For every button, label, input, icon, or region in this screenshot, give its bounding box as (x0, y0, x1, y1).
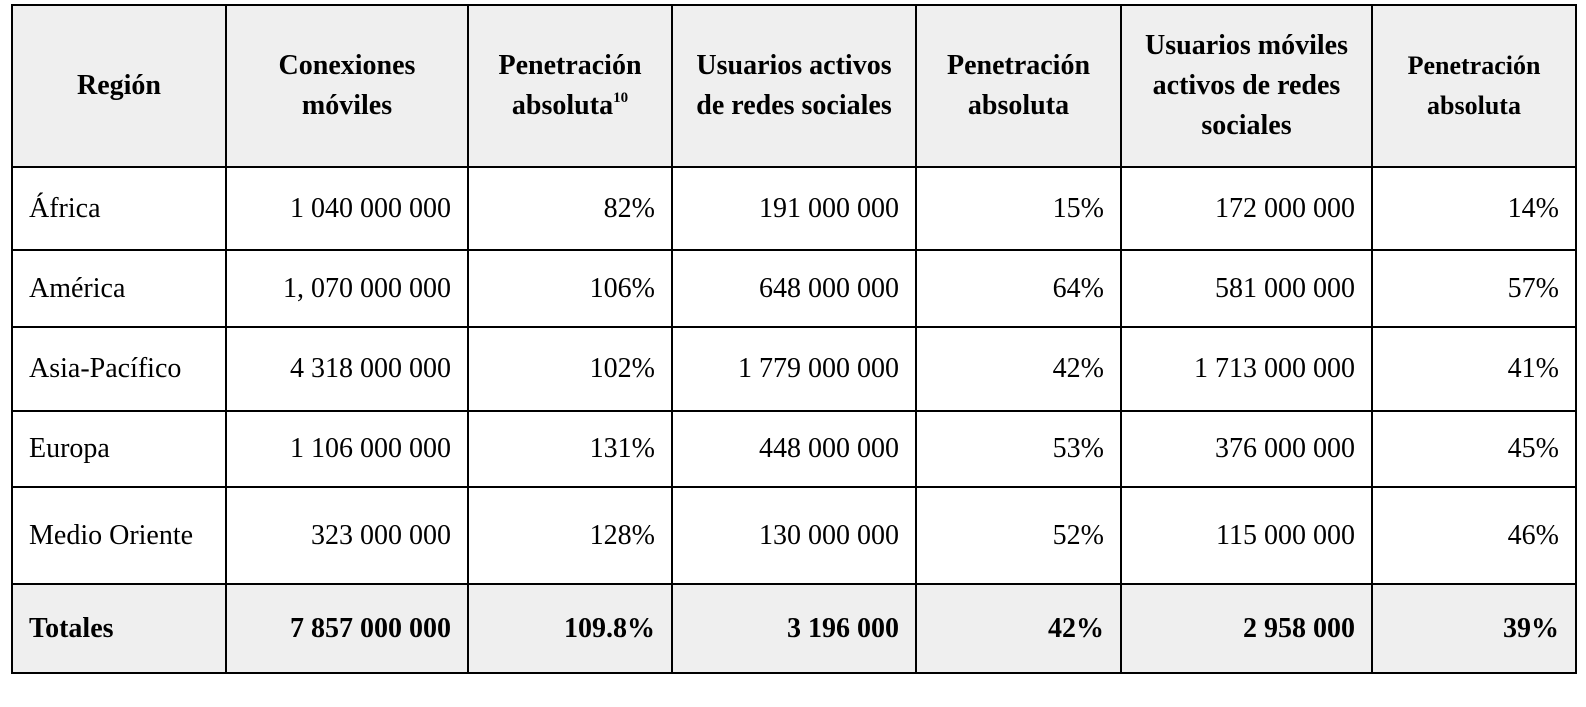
table-row: América 1, 070 000 000 106% 648 000 000 … (11, 249, 1577, 328)
cell-usuarios-redes: 448 000 000 (671, 410, 917, 488)
cell-totals-penetracion-2: 42% (915, 583, 1122, 674)
cell-totals-label: Totales (11, 583, 227, 674)
cell-totals-usuarios-redes: 3 196 000 (671, 583, 917, 674)
table-row: Medio Oriente 323 000 000 128% 130 000 0… (11, 486, 1577, 585)
table-row: África 1 040 000 000 82% 191 000 000 15%… (11, 166, 1577, 251)
cell-penetracion-2: 15% (915, 166, 1122, 251)
cell-usuarios-redes: 130 000 000 (671, 486, 917, 585)
cell-conexiones: 1, 070 000 000 (225, 249, 469, 328)
header-penetracion-2: Penetración absoluta (915, 4, 1122, 168)
cell-penetracion-3: 46% (1371, 486, 1577, 585)
header-penetracion-3: Penetración absoluta (1371, 4, 1577, 168)
cell-penetracion-2: 64% (915, 249, 1122, 328)
cell-penetracion-2: 52% (915, 486, 1122, 585)
cell-region: América (11, 249, 227, 328)
cell-conexiones: 4 318 000 000 (225, 326, 469, 412)
cell-region: África (11, 166, 227, 251)
regional-mobile-social-table: Región Conexiones móviles Penetración ab… (11, 4, 1577, 674)
cell-penetracion-1: 128% (467, 486, 673, 585)
cell-penetracion-1: 131% (467, 410, 673, 488)
cell-usuarios-redes: 648 000 000 (671, 249, 917, 328)
cell-penetracion-3: 45% (1371, 410, 1577, 488)
header-usuarios-moviles: Usuarios móviles activos de redes social… (1120, 4, 1373, 168)
cell-region: Europa (11, 410, 227, 488)
totals-row: Totales 7 857 000 000 109.8% 3 196 000 4… (11, 583, 1577, 674)
header-row: Región Conexiones móviles Penetración ab… (11, 4, 1577, 168)
cell-conexiones: 1 106 000 000 (225, 410, 469, 488)
cell-penetracion-1: 106% (467, 249, 673, 328)
cell-usuarios-moviles: 115 000 000 (1120, 486, 1373, 585)
cell-region: Medio Oriente (11, 486, 227, 585)
cell-usuarios-redes: 1 779 000 000 (671, 326, 917, 412)
cell-region: Asia-Pacífico (11, 326, 227, 412)
cell-penetracion-3: 14% (1371, 166, 1577, 251)
header-penetracion-1: Penetración absoluta10 (467, 4, 673, 168)
footnote-marker: 10 (613, 89, 629, 106)
header-penetracion-1-label: Penetración absoluta (498, 50, 642, 121)
cell-conexiones: 1 040 000 000 (225, 166, 469, 251)
cell-usuarios-moviles: 172 000 000 (1120, 166, 1373, 251)
cell-penetracion-1: 82% (467, 166, 673, 251)
cell-penetracion-3: 57% (1371, 249, 1577, 328)
header-conexiones: Conexiones móviles (225, 4, 469, 168)
cell-conexiones: 323 000 000 (225, 486, 469, 585)
cell-penetracion-2: 53% (915, 410, 1122, 488)
cell-usuarios-moviles: 1 713 000 000 (1120, 326, 1373, 412)
cell-penetracion-3: 41% (1371, 326, 1577, 412)
cell-totals-conexiones: 7 857 000 000 (225, 583, 469, 674)
cell-usuarios-moviles: 581 000 000 (1120, 249, 1373, 328)
header-usuarios-redes: Usuarios activos de redes sociales (671, 4, 917, 168)
cell-totals-penetracion-3: 39% (1371, 583, 1577, 674)
cell-penetracion-1: 102% (467, 326, 673, 412)
cell-totals-usuarios-moviles: 2 958 000 (1120, 583, 1373, 674)
cell-totals-penetracion-1: 109.8% (467, 583, 673, 674)
header-region: Región (11, 4, 227, 168)
cell-usuarios-redes: 191 000 000 (671, 166, 917, 251)
cell-usuarios-moviles: 376 000 000 (1120, 410, 1373, 488)
cell-penetracion-2: 42% (915, 326, 1122, 412)
table-row: Asia-Pacífico 4 318 000 000 102% 1 779 0… (11, 326, 1577, 412)
table-row: Europa 1 106 000 000 131% 448 000 000 53… (11, 410, 1577, 488)
